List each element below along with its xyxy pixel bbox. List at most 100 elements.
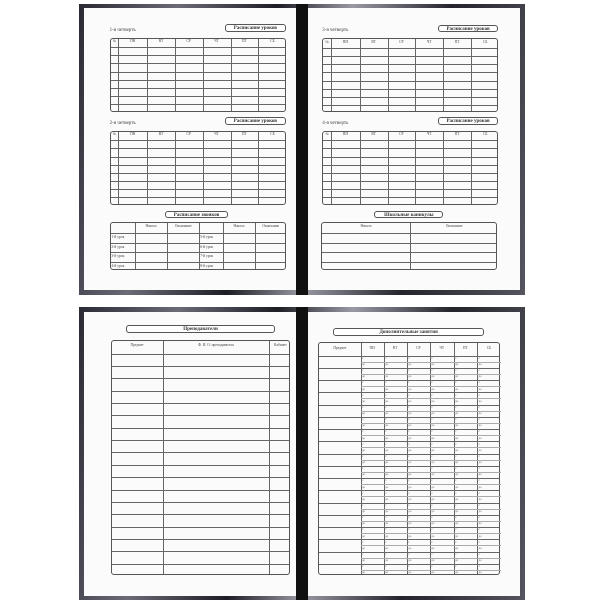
time-to-label: до <box>362 460 366 465</box>
time-from-label: с <box>362 453 364 458</box>
half-row-line <box>406 361 430 363</box>
schedule-title: Расписание уроков <box>437 116 499 125</box>
time-to-label: до <box>362 521 366 526</box>
half-row-line <box>429 373 454 375</box>
column-line <box>230 38 232 111</box>
half-row-line <box>360 435 384 437</box>
time-from-label: с <box>408 453 410 458</box>
time-from-label: с <box>455 453 457 458</box>
half-row-line <box>429 447 454 449</box>
half-row-line <box>383 557 407 559</box>
time-to-label: до <box>385 509 389 514</box>
time-to-label: до <box>431 472 435 477</box>
row-line <box>322 252 497 254</box>
row-line <box>319 478 499 480</box>
column-line <box>223 223 225 270</box>
half-row-line <box>477 484 501 486</box>
holidays-table: Начало Окончание <box>321 222 498 271</box>
row-line <box>319 465 499 467</box>
time-to-label: до <box>362 496 366 501</box>
time-to-label: до <box>478 472 482 477</box>
time-to-label: до <box>408 460 412 465</box>
column-header: СБ <box>486 345 492 350</box>
time-from-label: с <box>385 368 387 373</box>
half-row-line <box>383 459 407 461</box>
row-line <box>319 416 499 418</box>
column-line <box>360 343 362 574</box>
time-to-label: до <box>385 411 389 416</box>
half-row-line <box>477 373 501 375</box>
half-row-line <box>453 386 478 388</box>
quarter-label: 3-я четверть <box>322 28 349 34</box>
time-from-label: с <box>385 392 387 397</box>
column-header: № <box>325 132 329 137</box>
half-row-line <box>429 410 454 412</box>
time-to-label: до <box>455 533 459 538</box>
time-from-label: с <box>408 392 410 397</box>
time-to-label: до <box>362 447 366 452</box>
column-header: ЧТ <box>214 132 219 137</box>
half-row-line <box>383 398 407 400</box>
column-header: СР <box>186 39 191 44</box>
lesson-label: 7-й урок <box>200 254 214 259</box>
half-row-line <box>453 557 478 559</box>
row-line <box>323 64 498 66</box>
time-from-label: с <box>455 478 457 483</box>
column-line <box>167 223 169 270</box>
half-row-line <box>360 484 384 486</box>
time-from-label: с <box>431 515 433 520</box>
time-to-label: до <box>455 411 459 416</box>
time-to-label: до <box>408 558 412 562</box>
lesson-label: 2-й урок <box>111 244 125 249</box>
row-line <box>110 88 285 89</box>
column-header: ПТ <box>242 39 247 44</box>
time-to-label: до <box>478 460 482 465</box>
column-header: СБ <box>482 132 488 137</box>
time-from-label: с <box>478 539 481 544</box>
schedule-title: Расписание уроков <box>437 24 499 33</box>
time-from-label: с <box>362 404 364 409</box>
column-line <box>254 223 256 270</box>
time-from-label: с <box>431 478 433 483</box>
column-header: Кабинет <box>274 343 287 348</box>
time-to-label: до <box>385 435 389 440</box>
time-to-label: до <box>455 362 459 367</box>
column-line <box>258 131 260 204</box>
time-to-label: до <box>478 362 482 367</box>
half-row-line <box>383 410 407 412</box>
column-header: Предмет <box>130 343 144 348</box>
row-line <box>111 538 290 540</box>
time-to-label: до <box>478 570 482 575</box>
half-row-line <box>383 484 407 486</box>
time-from-label: с <box>385 417 387 422</box>
column-header: ПН <box>342 132 348 137</box>
row-line <box>319 404 499 406</box>
time-from-label: с <box>431 417 433 422</box>
column-header: № <box>325 39 329 44</box>
row-line <box>323 56 498 58</box>
row-line <box>323 172 498 174</box>
half-row-line <box>477 520 501 522</box>
page-bottom-left <box>83 311 297 597</box>
time-from-label: с <box>455 355 457 360</box>
time-to-label: до <box>478 558 482 562</box>
time-to-label: до <box>408 521 412 526</box>
time-to-label: до <box>362 411 366 416</box>
time-from-label: с <box>431 392 433 397</box>
column-header: Ф. И. О. преподавателя <box>198 343 234 348</box>
time-to-label: до <box>362 509 366 514</box>
time-to-label: до <box>385 386 389 391</box>
half-row-line <box>429 361 454 363</box>
row-line <box>323 72 498 74</box>
time-from-label: с <box>431 490 433 495</box>
column-header: Окончание <box>262 224 280 229</box>
half-row-line <box>453 459 478 461</box>
half-row-line <box>406 533 430 535</box>
time-from-label: с <box>362 466 364 471</box>
column-header: ПН <box>342 39 348 44</box>
time-to-label: до <box>431 386 435 391</box>
row-line <box>322 232 497 234</box>
column-header: ЧТ <box>214 39 219 44</box>
half-row-line <box>453 471 478 473</box>
time-from-label: с <box>478 429 481 434</box>
